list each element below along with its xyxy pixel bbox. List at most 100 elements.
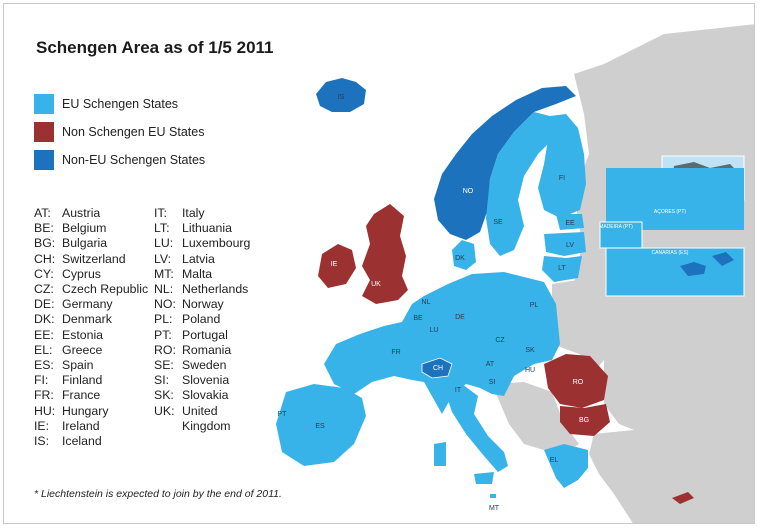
label-mt: MT (489, 505, 500, 512)
label-si: SI (489, 379, 496, 386)
label-dk: DK (455, 255, 465, 262)
label-is: IS (338, 94, 345, 101)
label-ro: RO (573, 379, 584, 386)
label-uk: UK (371, 281, 381, 288)
abbr-code: ES: (34, 358, 54, 373)
abbr-name: Switzerland (62, 251, 126, 266)
label-at: AT (486, 361, 495, 368)
legend-item-eu-schengen: EU Schengen States (34, 94, 178, 114)
abbr-row: NL: Netherlands (154, 282, 250, 297)
map-malta (490, 494, 496, 498)
abbr-row: UK: United (154, 404, 250, 419)
abbr-row: RO: Romania (154, 343, 250, 358)
abbr-name: Slovakia (182, 388, 229, 403)
map-ireland (318, 244, 356, 288)
abbr-code (154, 419, 178, 434)
abbr-name: Norway (182, 297, 224, 312)
abbr-code: DE: (34, 297, 55, 312)
label-pl: PL (530, 302, 539, 309)
legend-swatch-eu-schengen (34, 94, 54, 114)
abbr-name: Kingdom (182, 418, 231, 433)
abbr-name: Austria (62, 206, 101, 220)
map-continental-eu (324, 272, 560, 414)
label-madeira: MADEIRA (PT) (599, 224, 633, 230)
abbr-row: LU: Luxembourg (154, 236, 250, 251)
abbr-name: Finland (62, 373, 103, 388)
abbr-name: Italy (182, 206, 205, 220)
abbr-name: Romania (182, 342, 232, 357)
abbr-name: Luxembourg (182, 236, 251, 251)
map-finland (538, 114, 586, 218)
abbr-name: Belgium (62, 221, 107, 236)
label-es: ES (315, 423, 325, 430)
abbr-name: Denmark (62, 312, 112, 327)
label-fr: FR (391, 349, 400, 356)
label-no: NO (463, 188, 474, 195)
abbr-row: DK: Denmark (34, 312, 148, 327)
map-iberia (276, 384, 366, 466)
turkey-land (589, 429, 754, 523)
abbr-row: CZ: Czech Republic (34, 282, 148, 297)
abbr-code: IE: (34, 418, 50, 433)
abbr-row: IT: Italy (154, 206, 250, 221)
abbr-row: IE: Ireland (34, 419, 148, 434)
label-be: BE (413, 315, 423, 322)
map-sicily (474, 472, 494, 484)
abbr-row: SK: Slovakia (154, 388, 250, 403)
map-sardinia (434, 442, 446, 466)
abbr-name: Estonia (62, 327, 104, 342)
abbr-code: AT: (34, 206, 51, 220)
abbr-name: Hungary (62, 403, 109, 418)
label-lt: LT (558, 265, 566, 272)
map-italy (444, 384, 508, 472)
abbr-row: LT: Lithuania (154, 221, 250, 236)
abbr-code: CY: (34, 266, 54, 281)
abbr-row: FI: Finland (34, 373, 148, 388)
label-it: IT (455, 387, 462, 394)
abbr-name: United (182, 403, 218, 418)
abbr-row: FR: France (34, 388, 148, 403)
abbr-code: BG: (34, 236, 56, 251)
abbr-code: MT: (154, 266, 174, 281)
label-lv: LV (566, 242, 574, 249)
label-de: DE (455, 314, 465, 321)
abbr-name: Cyprus (62, 266, 101, 281)
abbr-name: Spain (62, 358, 94, 373)
abbr-code: NO: (154, 297, 176, 312)
abbreviation-list-2: IT: Italy LT: Lithuania LU: Luxembourg LV: L… (154, 206, 250, 434)
map-romania (544, 354, 608, 408)
abbr-code: CH: (34, 251, 56, 266)
footnote: * Liechtenstein is expected to join by t… (34, 488, 282, 500)
abbr-row: MT: Malta (154, 267, 250, 282)
abbr-code: RO: (154, 342, 176, 357)
abbr-code: HU: (34, 403, 56, 418)
inset-madeira (599, 221, 643, 249)
abbr-code: IS: (34, 434, 50, 449)
abbr-name: Netherlands (182, 282, 249, 297)
abbr-row: ES: Spain (34, 358, 148, 373)
legend-label-eu-schengen: EU Schengen States (62, 97, 179, 111)
map-cyprus (672, 492, 694, 504)
abbr-name: Ireland (62, 418, 100, 433)
legend-item-non-schengen-eu: Non Schengen EU States (34, 122, 204, 142)
map-greece (544, 444, 588, 488)
map-norway (434, 86, 576, 240)
map-latvia (544, 232, 586, 256)
abbr-code: NL: (154, 282, 174, 297)
map-iceland (316, 78, 366, 112)
label-lu: LU (430, 327, 439, 334)
abbr-row: HU: Hungary (34, 404, 148, 419)
label-acores: AÇORES (PT) (654, 209, 687, 215)
map-denmark (452, 240, 476, 270)
abbr-code: LV: (154, 251, 172, 266)
abbr-name: France (62, 388, 101, 403)
abbr-name: Malta (182, 266, 213, 281)
abbr-code: FI: (34, 373, 49, 388)
abbr-code: EL: (34, 342, 53, 357)
abbr-row: CY: Cyprus (34, 267, 148, 282)
map-switzerland (421, 357, 453, 379)
label-sk: SK (525, 347, 535, 354)
abbr-code: SK: (154, 388, 174, 403)
abbr-name: Poland (182, 312, 221, 327)
abbr-code: FR: (34, 388, 54, 403)
